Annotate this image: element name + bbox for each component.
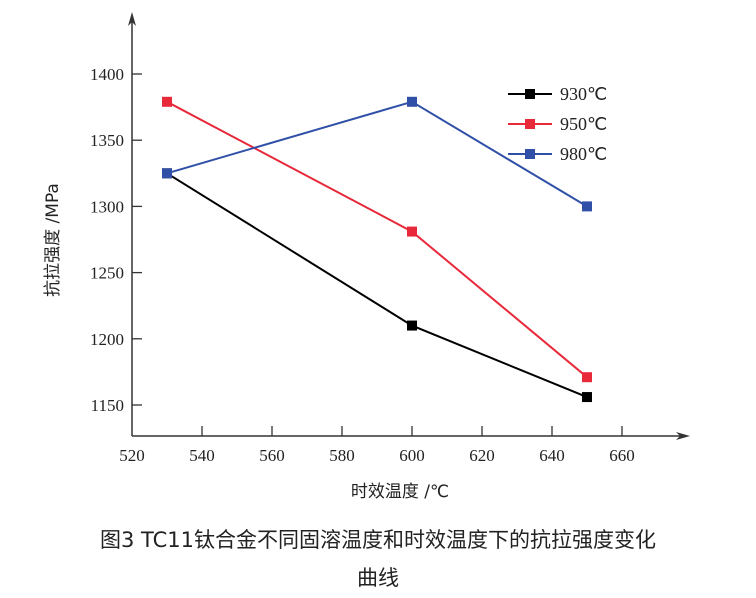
y-tick-label: 1300 [90, 197, 124, 216]
legend-label: 930℃ [560, 84, 607, 104]
x-tick-label: 640 [539, 446, 565, 465]
legend: 930℃ 950℃ 980℃ [508, 84, 607, 164]
y-tick-label: 1200 [90, 330, 124, 349]
data-point [162, 96, 172, 107]
legend-marker [525, 89, 535, 99]
x-tick-label: 660 [609, 446, 635, 465]
data-point [582, 392, 592, 403]
series-line [166, 172, 588, 398]
x-axis-label: 时效温度 /℃ [351, 482, 449, 502]
data-point [407, 96, 417, 107]
series-group [162, 96, 592, 403]
x-axis-arrow [676, 432, 690, 440]
x-tick-label: 540 [189, 446, 215, 465]
figure-caption-line1: 图3 TC11钛合金不同固溶温度和时效温度下的抗拉强度变化 [99, 528, 657, 552]
data-point [582, 372, 592, 383]
y-tick-label: 1350 [90, 131, 124, 150]
y-axis-label: 抗拉强度 /MPa [43, 183, 63, 297]
y-tick-label: 1250 [90, 264, 124, 283]
x-tick-label: 580 [329, 446, 355, 465]
x-tick-label: 560 [259, 446, 285, 465]
legend-marker [525, 119, 535, 129]
y-axis-arrow [128, 12, 136, 26]
series-980℃ [162, 96, 592, 212]
legend-label: 980℃ [560, 144, 607, 164]
y-tick-label: 1150 [91, 396, 124, 415]
data-point [407, 320, 417, 331]
chart: 520 540 560 580 600 620 640 660 1150 1200 1250 1300… [43, 12, 690, 502]
data-point [582, 201, 592, 212]
series-line [166, 100, 588, 378]
x-tick-label: 520 [119, 446, 145, 465]
y-tick-label: 1400 [90, 65, 124, 84]
series-950℃ [162, 96, 592, 383]
x-tick-label: 620 [469, 446, 495, 465]
legend-label: 950℃ [560, 114, 607, 134]
axes: 520 540 560 580 600 620 640 660 1150 1200 1250 1300… [90, 12, 690, 465]
series-930℃ [162, 168, 592, 403]
legend-marker [525, 149, 535, 159]
data-point [407, 226, 417, 237]
x-tick-label: 600 [399, 446, 425, 465]
data-point [162, 168, 172, 179]
figure-caption-line2: 曲线 [357, 566, 399, 590]
